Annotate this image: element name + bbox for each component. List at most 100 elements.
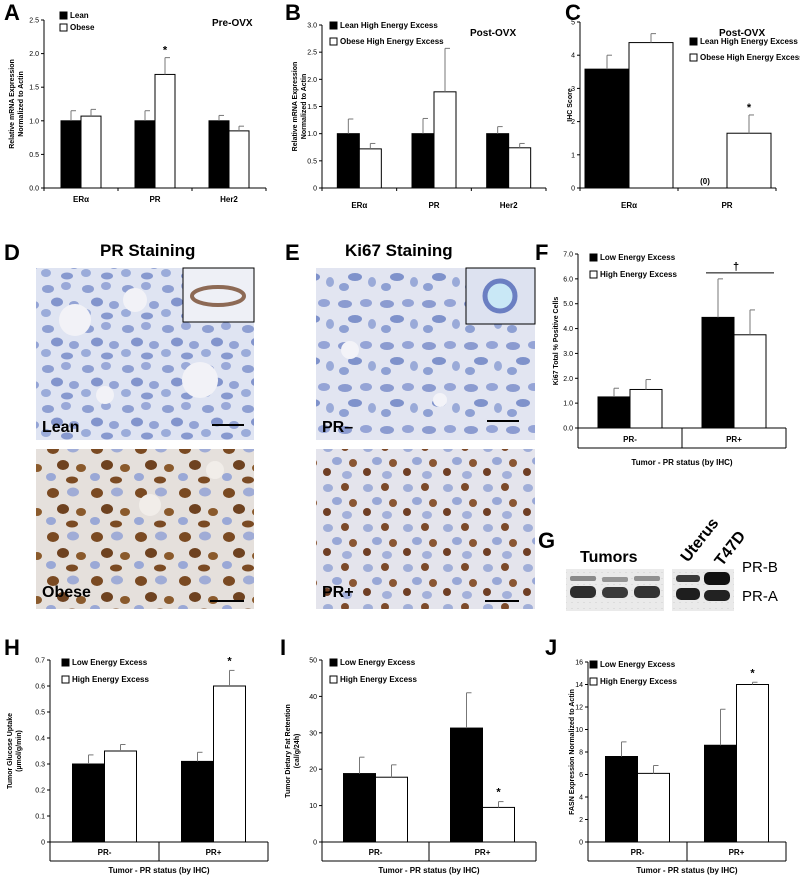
significance-marker: * <box>750 667 755 679</box>
lumen-1 <box>59 304 91 336</box>
y-tick-label: 2.0 <box>29 51 39 58</box>
band-t47d-prb <box>704 572 730 585</box>
x-tick-label: Her2 <box>500 201 518 210</box>
legend-label: Low Energy Excess <box>600 253 676 262</box>
legend-label: Low Energy Excess <box>72 658 148 667</box>
chart-f: 0.0 1.0 2.0 3.0 4.0 5.0 6.0 7.0 Ki67 Total % Pos… <box>553 252 787 467</box>
bar <box>508 147 532 189</box>
x-tick-label: ERα <box>73 195 89 204</box>
y-axis-label: FASN Expression Normalized to Actin <box>569 689 576 815</box>
legend-swatch <box>59 23 68 32</box>
significance-marker: * <box>496 787 501 799</box>
y-tick-label: 2.0 <box>307 77 317 84</box>
y-tick-label: 0.1 <box>35 814 45 821</box>
legend-label: Obese <box>70 23 95 32</box>
y-tick-label: 2 <box>579 817 583 824</box>
y-tick-label: 0.3 <box>35 762 45 769</box>
bar <box>80 115 102 189</box>
bar <box>486 133 510 189</box>
legend-swatch <box>61 658 70 667</box>
bar <box>733 334 767 429</box>
y-axis-label: Ki67 Total % Positive Cells <box>553 297 560 386</box>
legend-label: Low Energy Excess <box>600 660 676 669</box>
micrograph-pr-plus: PR+ <box>316 449 535 609</box>
legend-swatch <box>329 37 338 46</box>
legend-label: Obese High Energy Excess <box>700 53 800 62</box>
chart-title: Post-OVX <box>470 28 516 39</box>
panel-letter-i: I <box>280 635 286 660</box>
y-axis-label: (µmol/g/min) <box>16 730 23 772</box>
chart-c: 0 1 2 3 4 5 IHC Score Post-OVX ERα PR * (0) Lean Hig… <box>567 20 800 211</box>
y-tick-label: 2.5 <box>29 18 39 25</box>
bar <box>228 130 250 189</box>
bar <box>343 773 376 843</box>
lumen-2 <box>123 288 147 312</box>
lumen-3 <box>182 362 218 398</box>
bar <box>213 685 246 843</box>
y-axis-label: Relative mRNA Expression <box>9 59 16 149</box>
inset-duct <box>190 285 246 307</box>
y-tick-label: 5.0 <box>563 301 573 308</box>
x-tick-label: PR+ <box>206 848 222 857</box>
band-uterus-pra <box>676 588 700 600</box>
significance-marker: * <box>163 45 168 57</box>
lumen-6 <box>206 461 224 479</box>
x-axis-label: Tumor - PR status (by IHC) <box>636 866 738 875</box>
micrograph-lean: Lean <box>36 267 255 440</box>
bar <box>628 42 674 189</box>
panel-letter-a: A <box>4 0 20 25</box>
significance-marker: * <box>227 655 232 667</box>
ki67-staining-title: Ki67 Staining <box>345 241 453 260</box>
y-tick-label: 1.5 <box>307 104 317 111</box>
legend-swatch <box>59 11 68 20</box>
bar <box>411 133 435 189</box>
x-tick-label: PR+ <box>475 848 491 857</box>
y-tick-label: 50 <box>309 658 317 665</box>
legend-swatch <box>589 253 598 262</box>
y-tick-label: 1.0 <box>307 131 317 138</box>
legend-swatch <box>689 53 698 62</box>
y-tick-label: 14 <box>575 682 583 689</box>
y-tick-label: 0 <box>571 186 575 193</box>
pr-staining-title: PR Staining <box>100 241 195 260</box>
panel-letter-j: J <box>545 635 557 660</box>
y-tick-label: 0.0 <box>29 186 39 193</box>
y-axis-label: Tumor Dietary Fat Retention <box>285 704 292 798</box>
bar <box>701 316 735 429</box>
blot-label-tumors: Tumors <box>580 549 638 566</box>
band-tumor3-pra <box>634 586 660 598</box>
legend-swatch <box>329 21 338 30</box>
chart-a: 0.0 0.5 1.0 1.5 2.0 2.5 Relative mRNA Expressi… <box>9 11 267 204</box>
y-axis-label: (cal/g/24h) <box>294 734 301 769</box>
x-tick-label: ERα <box>621 201 637 210</box>
label-pr-plus: PR+ <box>322 584 354 601</box>
y-tick-label: 8 <box>579 750 583 757</box>
y-tick-label: 1.0 <box>29 118 39 125</box>
y-tick-label: 5 <box>571 20 575 27</box>
y-axis-label: IHC Score <box>567 88 574 122</box>
bar <box>60 120 82 189</box>
bar <box>726 132 772 189</box>
lumen-8 <box>433 393 447 407</box>
legend-label: High Energy Excess <box>600 677 677 686</box>
bar <box>154 73 176 189</box>
legend-swatch <box>329 675 338 684</box>
bar <box>584 68 630 189</box>
y-tick-label: 2.5 <box>307 50 317 57</box>
band-t47d-pra <box>704 590 730 601</box>
bar <box>637 772 670 843</box>
legend-swatch <box>61 675 70 684</box>
y-axis-label: Normalized to Actin <box>301 74 308 139</box>
x-tick-label: PR- <box>369 848 383 857</box>
bar <box>450 727 483 843</box>
band-tumor2-prb <box>602 577 628 582</box>
y-tick-label: 1.5 <box>29 85 39 92</box>
label-pr-minus: PR– <box>322 419 353 436</box>
panel-letter-h: H <box>4 635 20 660</box>
bar <box>736 684 769 843</box>
lumen-5 <box>139 494 161 516</box>
x-tick-label: PR <box>721 201 732 210</box>
bar <box>433 91 457 189</box>
x-axis-label: Tumor - PR status (by IHC) <box>631 458 733 467</box>
